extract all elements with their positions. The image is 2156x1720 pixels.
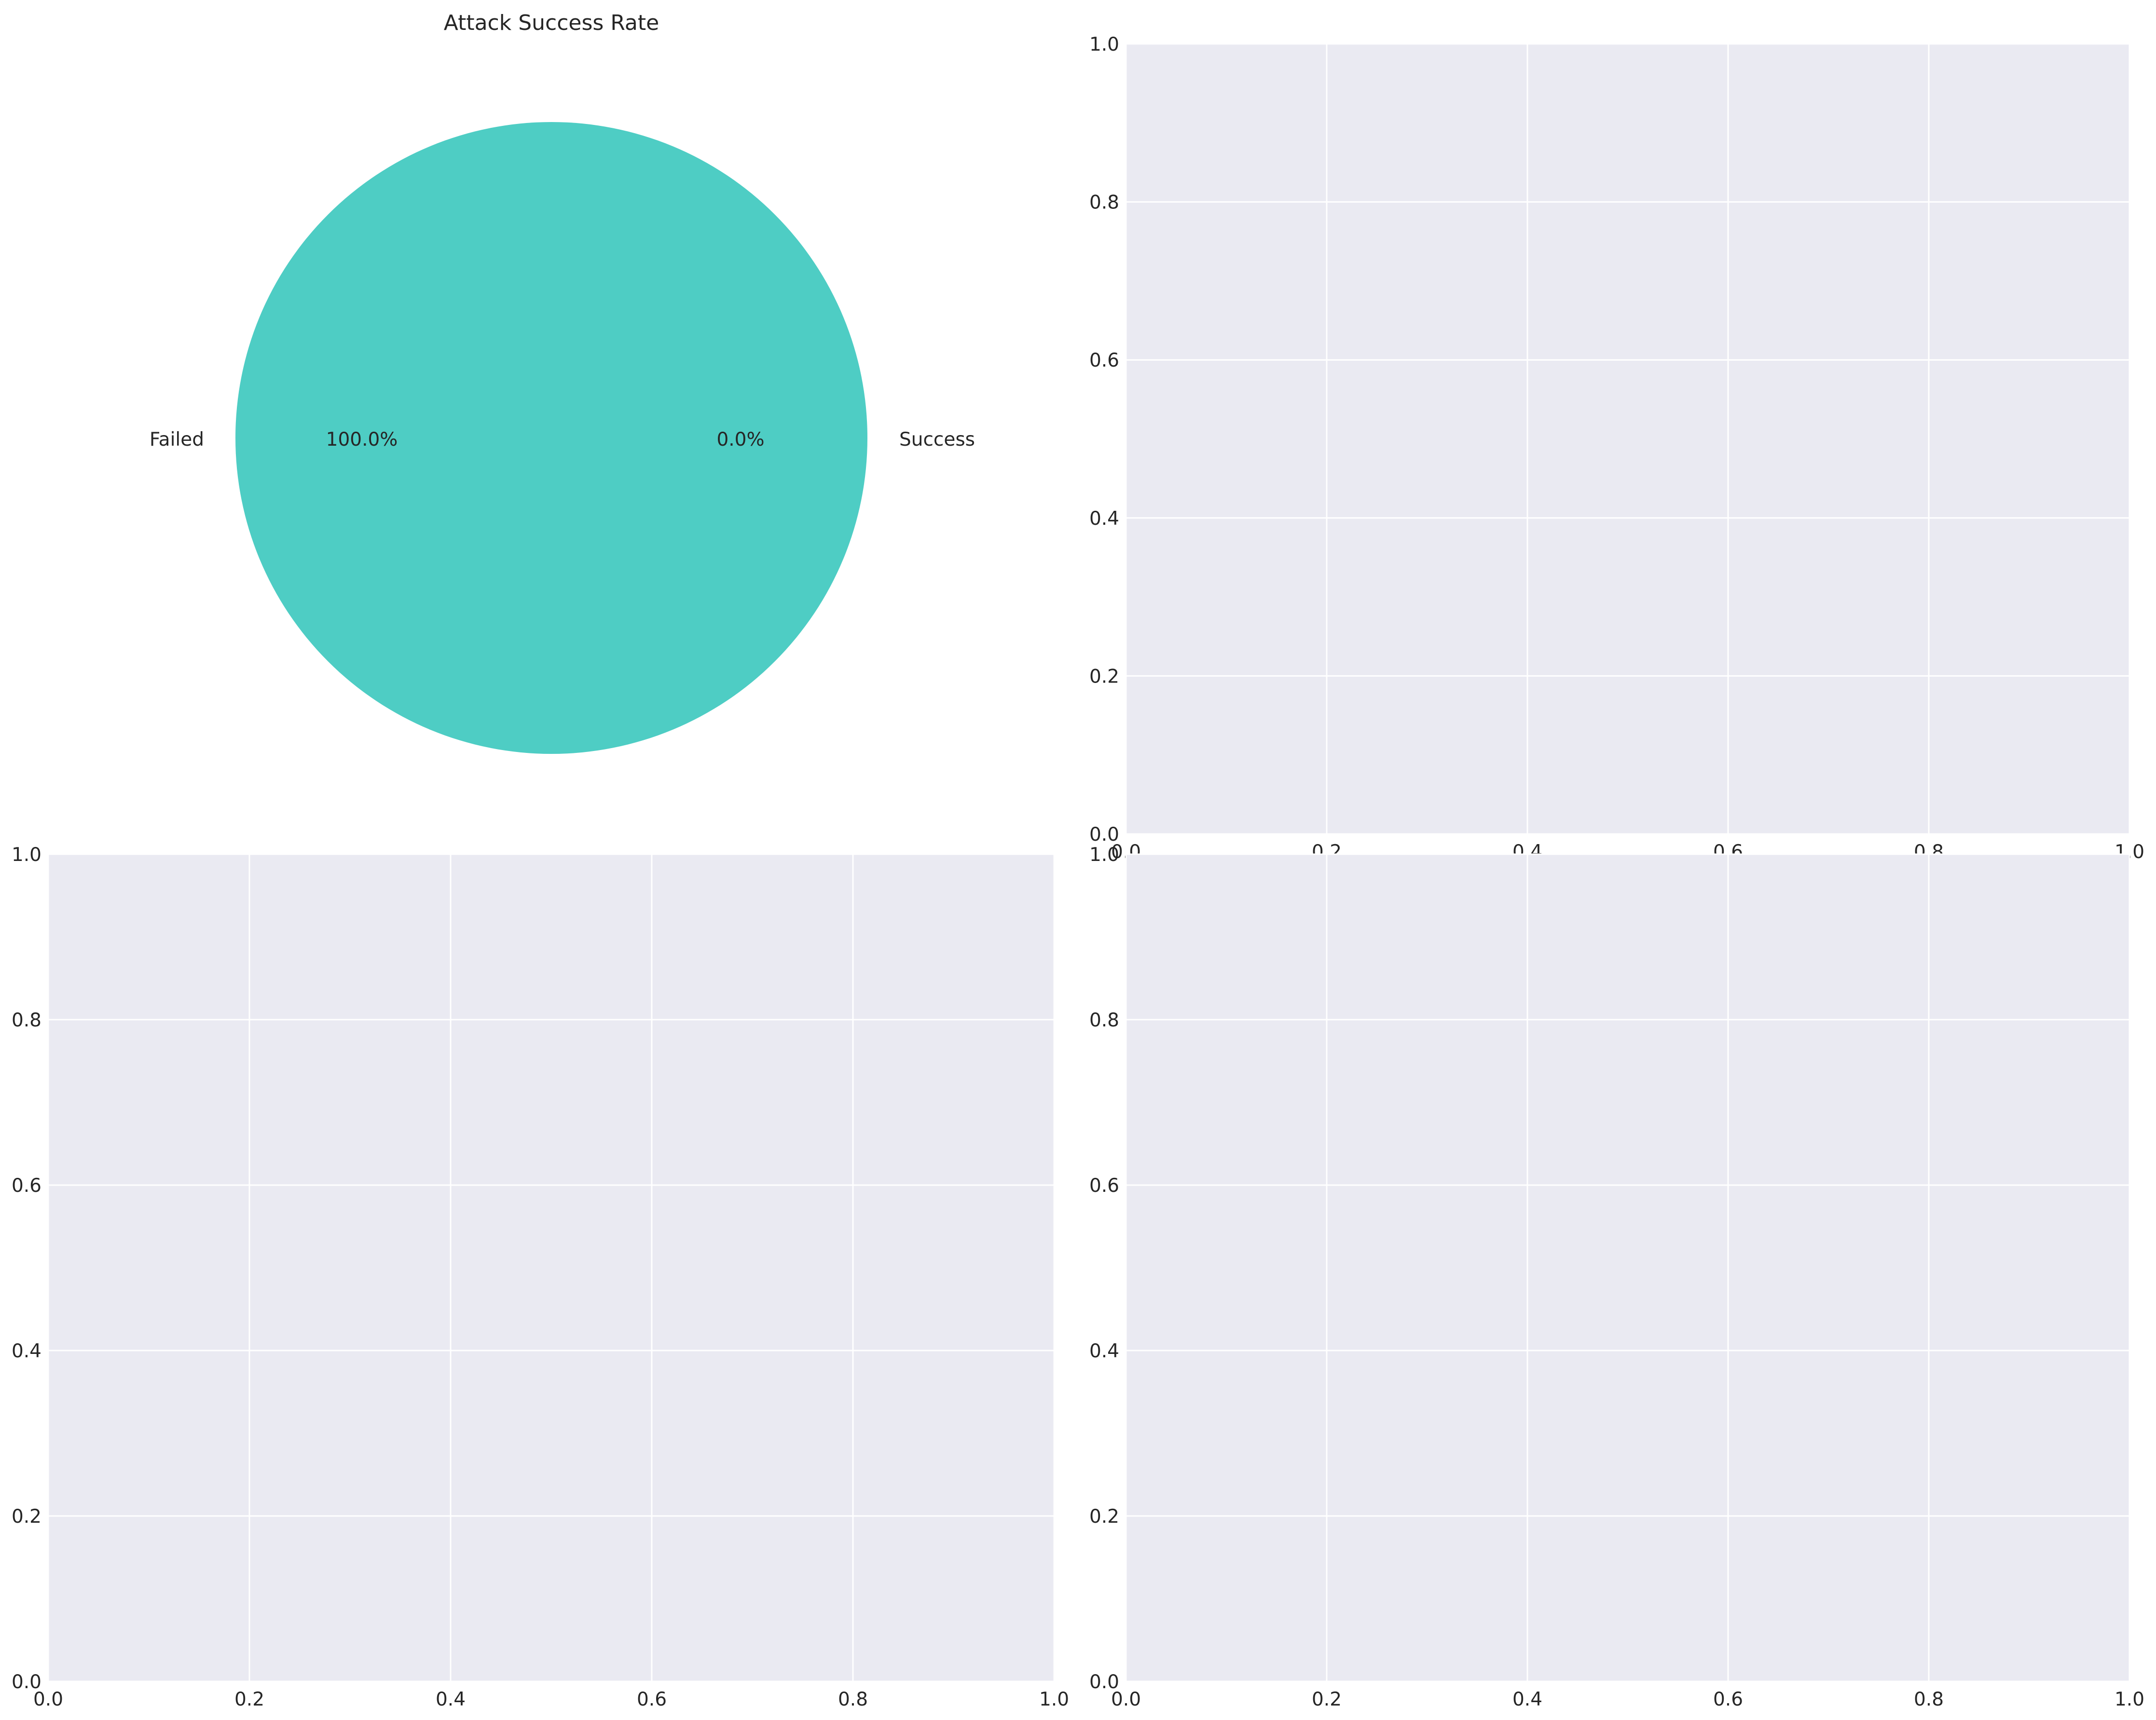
y-tick-label: 0.8 — [1089, 1010, 1119, 1031]
y-tick-label: 0.4 — [12, 1340, 41, 1362]
pie-pct-failed: 100.0% — [326, 429, 398, 450]
y-tick-label: 0.0 — [1089, 824, 1119, 846]
y-tick-label: 0.8 — [1089, 192, 1119, 214]
axes-background — [48, 854, 1054, 1681]
y-tick-label: 0.6 — [1089, 350, 1119, 371]
x-tick-label: 0.2 — [1312, 1689, 1342, 1710]
y-tick-label: 0.2 — [1089, 1506, 1119, 1528]
x-tick-label: 0.8 — [838, 1689, 868, 1710]
y-tick-label: 1.0 — [1089, 34, 1119, 55]
pie-pct-success: 0.0% — [716, 429, 764, 450]
y-tick-label: 0.0 — [12, 1671, 41, 1693]
x-tick-label: 0.6 — [637, 1689, 667, 1710]
x-tick-label: 0.4 — [1512, 1689, 1542, 1710]
y-tick-label: 0.2 — [1089, 666, 1119, 687]
empty-axes-top-right: 0.0 0.2 0.4 0.6 0.8 1.00.00.20.40.60.81.0 — [1089, 34, 2144, 863]
empty-axes-bottom-left: 0.0 0.2 0.4 0.6 0.8 1.0 0.0 0.2 0.4 0.6 0.8 1.0 — [12, 844, 1069, 1710]
y-tick-label: 0.6 — [1089, 1175, 1119, 1197]
empty-axes-bottom-right: 0.0 0.2 0.4 0.6 0.8 1.0 0.0 0.2 0.4 0.6 0.8 1.0 — [1089, 844, 2144, 1710]
axes-background — [1126, 44, 2129, 834]
pie-label-failed: Failed — [150, 429, 204, 450]
x-tick-label: 0.8 — [1914, 1689, 1944, 1710]
x-tick-label: 0.2 — [234, 1689, 264, 1710]
x-tick-label: 0.4 — [436, 1689, 466, 1710]
x-tick-label: 1.0 — [2115, 1689, 2144, 1710]
y-tick-label: 0.6 — [12, 1175, 41, 1197]
pie-slices — [235, 122, 867, 754]
x-tick-label: 0.6 — [1713, 1689, 1743, 1710]
x-tick-label: 0.0 — [1111, 1689, 1141, 1710]
y-tick-label: 0.0 — [1089, 1671, 1119, 1693]
axes-background — [1126, 854, 2129, 1681]
pie-chart-panel: Attack Success Rate Failed Success 100.0… — [150, 11, 975, 754]
y-tick-label: 0.4 — [1089, 508, 1119, 530]
x-tick-label: 0.0 — [33, 1689, 63, 1710]
pie-chart-title: Attack Success Rate — [444, 11, 659, 35]
y-tick-label: 1.0 — [12, 844, 41, 866]
y-tick-label: 0.4 — [1089, 1340, 1119, 1362]
y-tick-label: 0.8 — [12, 1010, 41, 1031]
y-tick-label: 0.2 — [12, 1506, 41, 1528]
pie-slice-failed — [235, 122, 867, 754]
y-tick-label: 1.0 — [1089, 844, 1119, 866]
pie-label-success: Success — [899, 429, 975, 450]
x-tick-label: 1.0 — [1039, 1689, 1069, 1710]
